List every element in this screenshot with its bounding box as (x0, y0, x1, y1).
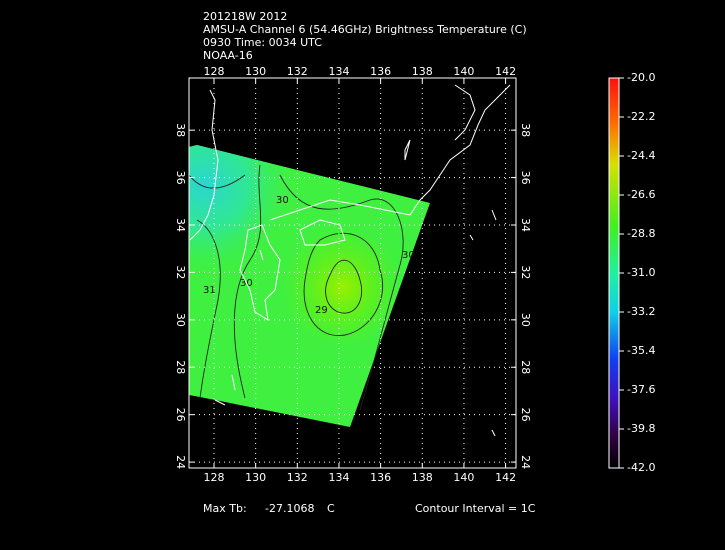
contour (233, 164, 262, 399)
swath-warm (189, 145, 430, 427)
colorbar-tick-label: -42.0 (627, 461, 655, 474)
colorbar-tick-label: -39.8 (627, 422, 655, 435)
lon-tick-label: 138 (412, 471, 433, 484)
lat-tick-label: 28 (519, 360, 532, 374)
header-line: 0930 Time: 0034 UTC (203, 36, 322, 49)
colorbar-tick-label: -28.8 (627, 227, 655, 240)
lon-tick-label: 132 (287, 471, 308, 484)
lon-tick-label: 128 (203, 65, 224, 78)
lat-tick-label: 30 (519, 313, 532, 327)
coastlines (189, 84, 511, 437)
lat-tick-label: 38 (519, 123, 532, 137)
contour (303, 232, 384, 336)
lon-tick-label: 128 (203, 471, 224, 484)
colorbar-tick-label: -24.4 (627, 149, 655, 162)
colorbar-tick-label: -22.2 (627, 110, 655, 123)
header-line: NOAA-16 (203, 49, 253, 62)
contour (325, 259, 362, 314)
max-unit: C (327, 502, 335, 515)
lon-tick-label: 140 (453, 65, 474, 78)
lon-tick-label: 142 (495, 65, 516, 78)
contour-label: 30 (276, 195, 289, 206)
coastline (299, 219, 346, 246)
lat-tick-label: 26 (519, 408, 532, 422)
colorbar (608, 77, 620, 469)
contour-label: 30 (402, 250, 415, 261)
lat-tick-label: 26 (174, 408, 187, 422)
lat-tick-label: 30 (174, 313, 187, 327)
lon-tick-label: 130 (245, 471, 266, 484)
footer: Max Tb: -27.1068 C Contour Interval = 1C (203, 502, 536, 515)
colorbar-tick-label: -33.2 (627, 305, 655, 318)
lat-tick-label: 32 (519, 265, 532, 279)
lat-tick-label: 36 (519, 171, 532, 185)
colorbar-tick-label: -26.6 (627, 188, 655, 201)
lat-tick-label: 24 (174, 455, 187, 469)
colorbar-tick-label: -20.0 (627, 71, 655, 84)
contour-label: 29 (315, 305, 328, 316)
lat-tick-label: 38 (174, 123, 187, 137)
max-value: -27.1068 (265, 502, 314, 515)
coastline (189, 89, 219, 241)
map-frame (188, 77, 517, 469)
lat-tick-label: 24 (519, 455, 532, 469)
colorbar-tick-label: -35.4 (627, 344, 655, 357)
coastline (214, 139, 497, 437)
coastline (239, 224, 281, 321)
lon-tick-label: 136 (370, 65, 391, 78)
lon-tick-label: 142 (495, 471, 516, 484)
lat-tick-label: 28 (174, 360, 187, 374)
contour (196, 219, 221, 399)
header-line: AMSU-A Channel 6 (54.46GHz) Brightness T… (203, 23, 527, 36)
lon-tick-label: 132 (287, 65, 308, 78)
header: 201218W 2012 AMSU-A Channel 6 (54.46GHz)… (203, 10, 527, 62)
lat-tick-label: 36 (174, 171, 187, 185)
lon-tick-label: 138 (412, 65, 433, 78)
lat-tick-label: 34 (519, 218, 532, 232)
coastline (454, 84, 476, 141)
max-label: Max Tb: (203, 502, 247, 515)
lat-tick-label: 34 (174, 218, 187, 232)
coastline (269, 84, 511, 221)
colorbar-tick-label: -31.0 (627, 266, 655, 279)
colorbar-tick-label: -37.6 (627, 383, 655, 396)
lon-tick-label: 136 (370, 471, 391, 484)
lon-tick-label: 134 (328, 471, 349, 484)
lon-tick-label: 130 (245, 65, 266, 78)
lat-tick-label: 32 (174, 265, 187, 279)
lon-tick-label: 134 (328, 65, 349, 78)
lon-tick-label: 140 (453, 471, 474, 484)
contour (189, 174, 246, 189)
swath: 30 30 31 29 30 (189, 145, 430, 427)
header-line: 201218W 2012 (203, 10, 287, 23)
contour-interval: Contour Interval = 1C (415, 502, 536, 515)
contour-label: 31 (203, 285, 216, 296)
contour (279, 174, 404, 411)
